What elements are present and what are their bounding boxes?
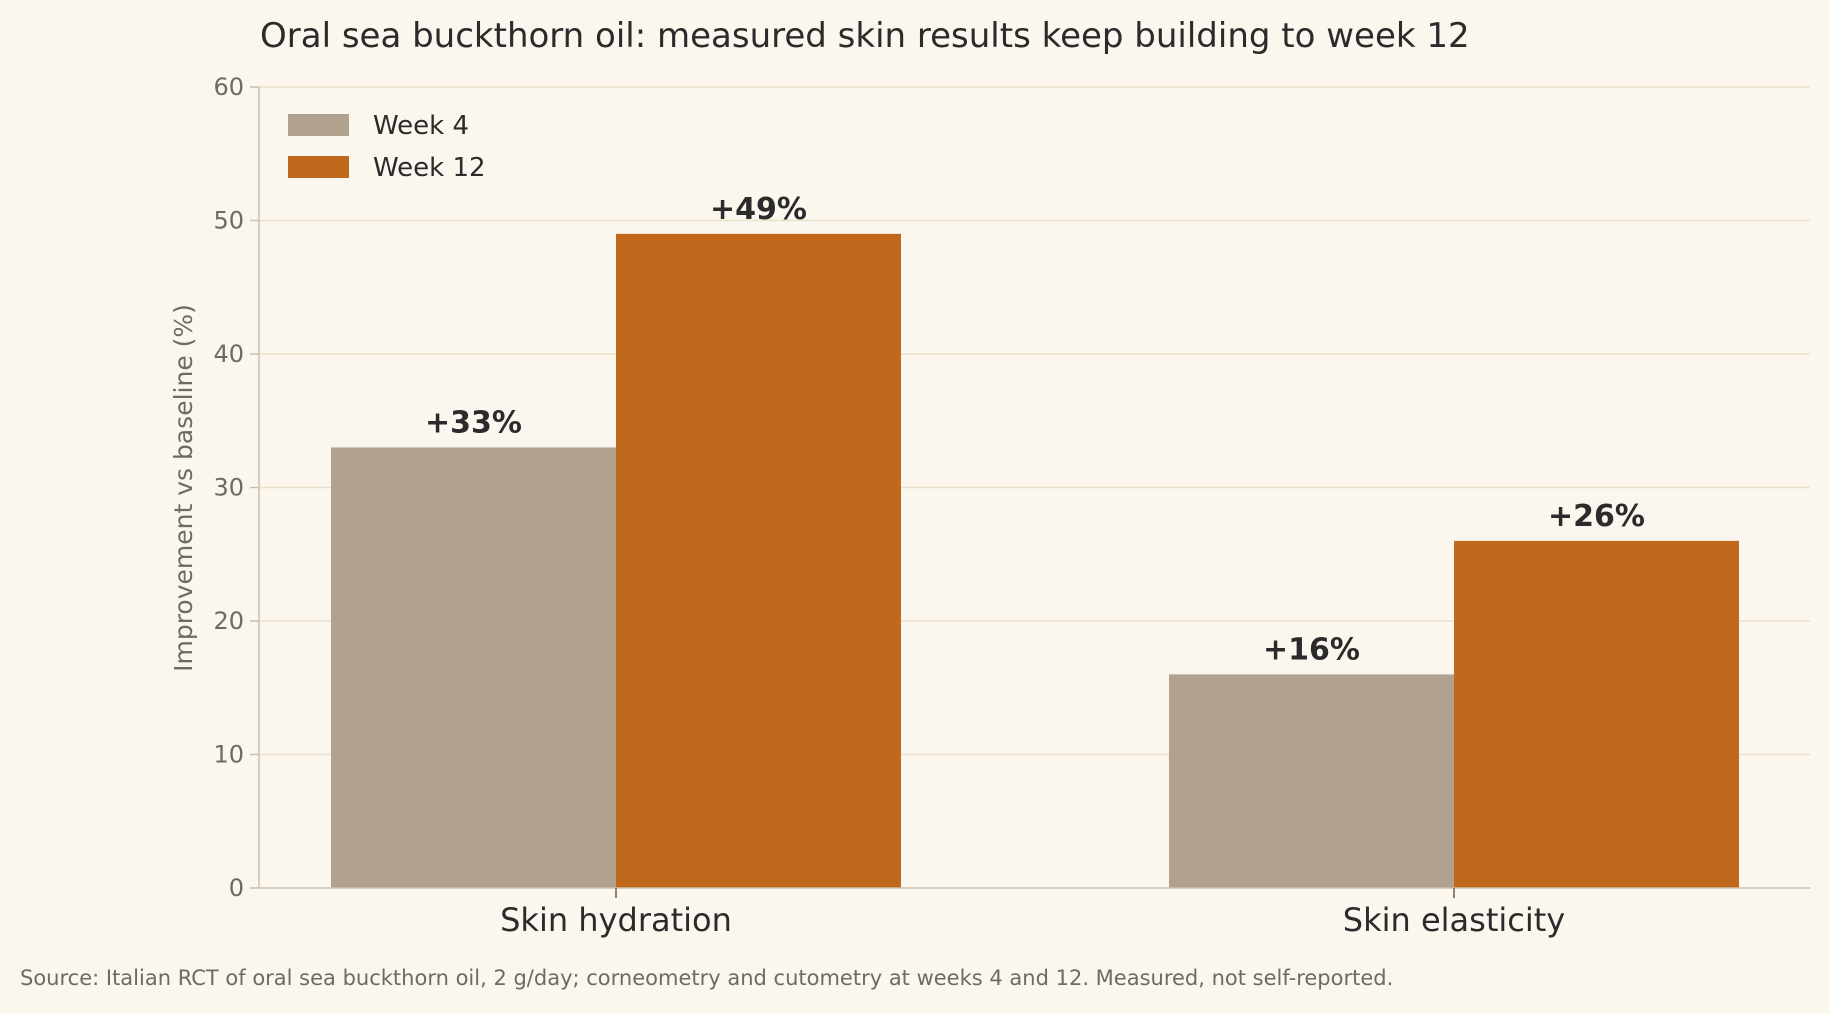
y-axis-title: Improvement vs baseline (%) [169,304,198,672]
y-tick-label: 30 [213,474,244,502]
y-tick-label: 40 [213,340,244,368]
y-tick-label: 60 [213,73,244,101]
legend-label: Week 4 [373,111,469,141]
data-labels: +33% +49% +16% +26% [425,192,1645,668]
source-note: Source: Italian RCT of oral sea buckthor… [20,966,1393,990]
data-label: +26% [1548,499,1645,534]
y-tick-label: 0 [229,874,244,902]
legend-label: Week 12 [373,153,486,183]
y-tick-label: 20 [213,607,244,635]
bar [1169,674,1454,888]
bar [1454,540,1739,888]
data-label: +33% [425,405,522,440]
axes: 0 10 20 30 40 50 60 Skin hydration Skin elastici… [213,73,1810,939]
bars [331,233,1739,889]
bar [331,447,616,888]
data-label: +49% [710,192,807,227]
y-tick-label: 50 [213,207,244,235]
chart-title: Oral sea buckthorn oil: measured skin re… [260,16,1470,56]
bar [616,233,901,889]
legend: Week 4 Week 12 [288,111,486,183]
x-tick-label: Skin hydration [500,901,732,939]
y-tick-label: 10 [213,741,244,769]
x-tick-label: Skin elasticity [1343,901,1565,939]
data-label: +16% [1263,632,1360,667]
legend-swatch [288,114,349,136]
legend-swatch [288,156,349,178]
